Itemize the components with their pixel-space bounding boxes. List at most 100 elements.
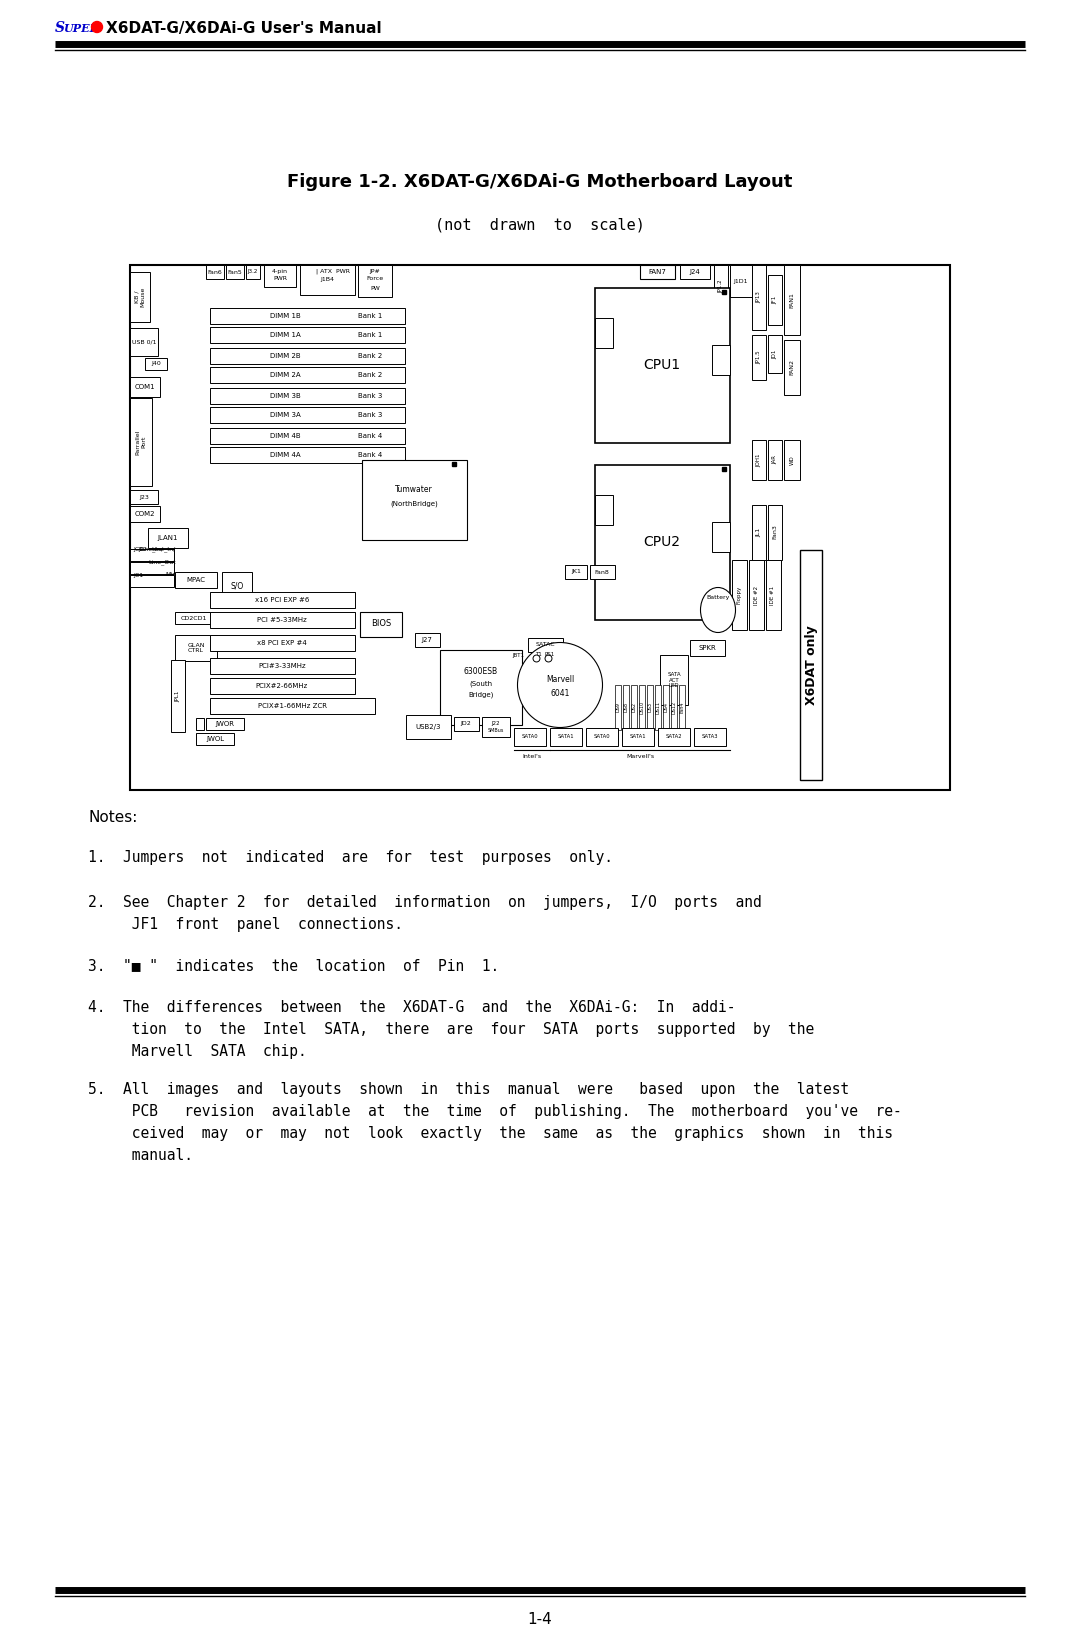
Text: Line_In/: Line_In/ (140, 546, 164, 551)
Circle shape (92, 21, 103, 33)
Text: IDE #2: IDE #2 (754, 586, 758, 604)
Text: Notes:: Notes: (87, 810, 137, 825)
Bar (175, 573, 217, 587)
Bar (595, 465, 730, 620)
Text: JF1: JF1 (772, 295, 778, 304)
Bar (264, 266, 296, 287)
Bar (210, 698, 375, 714)
Bar (528, 639, 563, 652)
Bar (694, 728, 726, 746)
Text: Marvell: Marvell (545, 675, 575, 685)
Bar (615, 685, 621, 729)
Text: CPU2: CPU2 (644, 535, 680, 549)
Bar (130, 398, 152, 487)
Bar (148, 528, 188, 548)
Bar (752, 441, 766, 480)
Text: x8 PCI EXP #4: x8 PCI EXP #4 (257, 640, 307, 647)
Text: Bank 3: Bank 3 (357, 412, 382, 417)
Bar (586, 728, 618, 746)
Text: PCIX#2-66MHz: PCIX#2-66MHz (256, 683, 308, 690)
Bar (130, 574, 174, 587)
Text: manual.: manual. (87, 1148, 193, 1163)
Text: DIMM 2A: DIMM 2A (270, 371, 300, 378)
Bar (210, 447, 405, 464)
Text: JP13: JP13 (756, 290, 761, 304)
Text: 2.  See  Chapter 2  for  detailed  information  on  jumpers,  I/O  ports  and: 2. See Chapter 2 for detailed informatio… (87, 894, 761, 911)
Bar (768, 441, 782, 480)
Bar (210, 427, 405, 444)
Bar (454, 718, 480, 731)
Text: FAN7: FAN7 (648, 269, 666, 276)
Text: Bank 2: Bank 2 (357, 353, 382, 360)
Bar (175, 635, 217, 662)
Text: JL1: JL1 (756, 528, 761, 536)
Text: DIMM 2B: DIMM 2B (270, 353, 300, 360)
Text: Parrallel
Port: Parrallel Port (136, 429, 147, 455)
Bar (712, 345, 730, 375)
Text: SATAC: SATAC (536, 642, 555, 647)
Text: 4-pin: 4-pin (272, 269, 288, 274)
Text: DIMM 4A: DIMM 4A (270, 452, 300, 459)
Text: J3.2: J3.2 (247, 269, 258, 274)
Text: X6DAT only: X6DAT only (805, 625, 818, 705)
Text: Fan3: Fan3 (772, 525, 778, 540)
Bar (130, 328, 158, 356)
Bar (622, 728, 654, 746)
Bar (210, 348, 405, 365)
Bar (130, 549, 174, 561)
Text: Bank 4: Bank 4 (357, 432, 382, 439)
Text: DIMM 3A: DIMM 3A (270, 412, 300, 417)
Bar (639, 685, 645, 729)
Bar (784, 340, 800, 394)
Text: MPAC: MPAC (187, 578, 205, 582)
Bar (550, 728, 582, 746)
Text: Floppy: Floppy (737, 586, 742, 604)
Text: Force: Force (366, 277, 383, 282)
Bar (210, 327, 405, 343)
Bar (640, 266, 675, 279)
Text: GLAN
CTRL: GLAN CTRL (187, 642, 205, 653)
Bar (210, 658, 355, 673)
Bar (362, 460, 467, 540)
Text: ceived  may  or  may  not  look  exactly  the  same  as  the  graphics  shown  i: ceived may or may not look exactly the s… (87, 1125, 893, 1142)
Bar (714, 266, 728, 307)
Text: Bank 3: Bank 3 (357, 393, 382, 399)
Text: J24: J24 (690, 269, 700, 276)
Bar (768, 335, 782, 373)
Bar (210, 366, 405, 383)
Text: PS1: PS1 (545, 652, 555, 657)
Bar (768, 276, 782, 325)
Text: S: S (55, 21, 65, 35)
Text: DS3: DS3 (648, 701, 652, 713)
Bar (206, 266, 224, 279)
Text: BIOS: BIOS (370, 619, 391, 629)
Text: COM2: COM2 (135, 512, 156, 516)
Bar (730, 266, 752, 297)
Text: DIMM 1B: DIMM 1B (270, 314, 300, 318)
Bar (222, 573, 252, 601)
Bar (130, 563, 174, 574)
Text: Line_Out: Line_Out (148, 559, 176, 564)
Bar (784, 441, 800, 480)
Bar (766, 559, 781, 630)
Text: (not  drawn  to  scale): (not drawn to scale) (435, 218, 645, 233)
Text: DS9: DS9 (616, 701, 621, 711)
Text: DS12: DS12 (672, 701, 676, 713)
Bar (679, 685, 685, 729)
Bar (482, 718, 510, 738)
Bar (440, 650, 522, 724)
Text: JLAN1: JLAN1 (158, 535, 178, 541)
Text: Bank 4: Bank 4 (357, 452, 382, 459)
Bar (357, 266, 392, 297)
Bar (565, 564, 588, 579)
Text: 5.  All  images  and  layouts  shown  in  this  manual  were   based  upon  the : 5. All images and layouts shown in this … (87, 1082, 849, 1097)
Text: Fan4: Fan4 (679, 701, 685, 713)
Text: Bank 1: Bank 1 (357, 332, 382, 338)
Text: FAN2: FAN2 (789, 360, 795, 375)
Text: PW: PW (370, 285, 380, 290)
Bar (752, 266, 766, 330)
Bar (732, 559, 747, 630)
Text: Marvell  SATA  chip.: Marvell SATA chip. (87, 1044, 307, 1059)
Text: JOH1: JOH1 (756, 454, 761, 467)
Text: S/O: S/O (230, 581, 244, 591)
